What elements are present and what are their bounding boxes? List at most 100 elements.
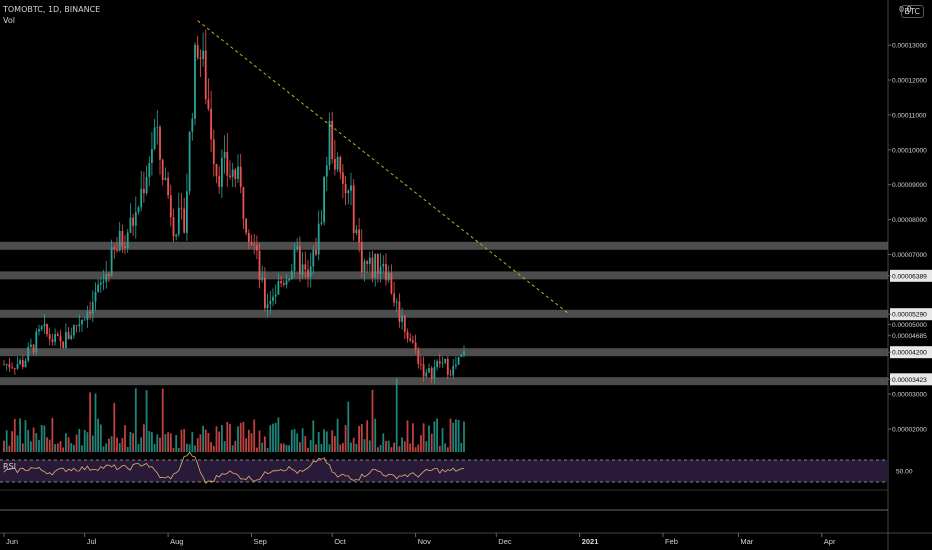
volume-bar bbox=[328, 444, 331, 452]
volume-bar bbox=[334, 435, 336, 452]
candle-body bbox=[430, 368, 433, 379]
volume-bar bbox=[406, 420, 409, 452]
candle-body bbox=[143, 188, 145, 194]
candle-body bbox=[436, 361, 438, 368]
candle-body bbox=[8, 364, 11, 368]
candle-body bbox=[196, 44, 199, 58]
candle-body bbox=[253, 244, 256, 246]
volume-bar bbox=[293, 429, 296, 452]
candle-body bbox=[325, 165, 328, 177]
volume-bar bbox=[145, 390, 148, 452]
candle-body bbox=[264, 277, 266, 309]
candle-body bbox=[161, 159, 164, 180]
volume-bar bbox=[247, 429, 250, 452]
candle-body bbox=[65, 331, 67, 348]
volume-bar bbox=[446, 447, 449, 452]
candle-body bbox=[132, 217, 134, 226]
candle-body bbox=[153, 127, 156, 149]
volume-bar bbox=[134, 388, 137, 452]
candle-body bbox=[385, 264, 387, 281]
volume-bar bbox=[377, 447, 379, 452]
candle-body bbox=[116, 249, 118, 251]
candle-body bbox=[312, 249, 315, 267]
candle-body bbox=[43, 324, 46, 327]
candle-body bbox=[145, 177, 148, 194]
candle-body bbox=[5, 364, 8, 365]
volume-bar bbox=[8, 445, 11, 452]
time-axis[interactable]: Jun Jul Aug Sep Oct Nov Dec 2021 Feb Mar Apr bbox=[3, 533, 836, 546]
volume-bar bbox=[188, 444, 191, 452]
volume-bar bbox=[307, 447, 309, 452]
candle-body bbox=[73, 325, 75, 336]
candle-body bbox=[347, 190, 350, 193]
candle-body bbox=[223, 151, 226, 158]
volume-bar bbox=[239, 422, 242, 452]
volume-bar bbox=[102, 446, 105, 452]
volume-bar bbox=[256, 447, 258, 452]
candle-body bbox=[124, 246, 126, 248]
volume-bar bbox=[167, 432, 169, 452]
candle-body bbox=[35, 331, 38, 353]
candle-body bbox=[86, 311, 89, 320]
candle-body bbox=[323, 176, 325, 223]
volume-bar bbox=[344, 425, 347, 452]
resistance-zone bbox=[0, 309, 888, 318]
volume-bar bbox=[140, 437, 143, 452]
volume-bar bbox=[457, 419, 460, 452]
candle-body bbox=[172, 217, 175, 237]
volume-bar bbox=[355, 443, 358, 452]
candle-body bbox=[446, 359, 449, 375]
volume-bar bbox=[108, 438, 110, 452]
volume-bar bbox=[43, 425, 46, 452]
volume-bar bbox=[339, 444, 342, 452]
candle-body bbox=[24, 360, 27, 368]
time-tick-label: Oct bbox=[334, 537, 347, 546]
candle-body bbox=[288, 279, 290, 281]
price-tick-label: 0.00013000 bbox=[892, 43, 927, 50]
descending-trend-line bbox=[197, 20, 570, 315]
volume-bars bbox=[3, 378, 465, 452]
candle-body bbox=[401, 315, 403, 322]
candle-body bbox=[242, 187, 245, 219]
volume-bar bbox=[27, 429, 30, 452]
candle-body bbox=[229, 175, 231, 177]
candle-body bbox=[258, 250, 261, 281]
volume-bar bbox=[285, 444, 288, 452]
candle-body bbox=[406, 331, 409, 339]
candle-body bbox=[309, 266, 312, 277]
volume-bar bbox=[347, 401, 350, 452]
candle-body bbox=[21, 360, 24, 367]
currency-badge[interactable]: BTC bbox=[900, 5, 924, 18]
volume-bar bbox=[390, 447, 393, 452]
candle-body bbox=[202, 50, 204, 59]
volume-bar bbox=[412, 423, 414, 452]
volume-bar bbox=[175, 435, 178, 452]
volume-bar bbox=[99, 424, 102, 452]
top-price-label: 0.0 bbox=[899, 5, 912, 14]
volume-bar bbox=[30, 441, 32, 452]
candle-body bbox=[374, 253, 377, 278]
candle-body bbox=[250, 242, 253, 245]
candle-body bbox=[387, 272, 390, 281]
candle-body bbox=[169, 195, 172, 218]
candle-body bbox=[32, 344, 35, 353]
volume-bar bbox=[129, 431, 132, 452]
candle-body bbox=[352, 185, 355, 233]
candle-body bbox=[204, 50, 207, 100]
volume-bar bbox=[153, 443, 156, 452]
volume-bar bbox=[116, 437, 118, 452]
volume-bar bbox=[110, 436, 113, 452]
candle-body bbox=[307, 269, 309, 277]
price-tick-label: 0.00010000 bbox=[892, 147, 927, 154]
volume-bar bbox=[455, 419, 457, 452]
volume-bar bbox=[78, 428, 81, 452]
candle-body bbox=[27, 347, 30, 361]
candle-body bbox=[67, 331, 70, 340]
volume-bar bbox=[312, 420, 315, 452]
price-axis[interactable]: 0.00013000 0.00012000 0.00011000 0.00010000… bbox=[888, 43, 932, 434]
candle-body bbox=[13, 368, 16, 369]
resistance-zone bbox=[0, 241, 888, 250]
candle-body bbox=[188, 131, 191, 192]
volume-bar bbox=[237, 426, 239, 452]
